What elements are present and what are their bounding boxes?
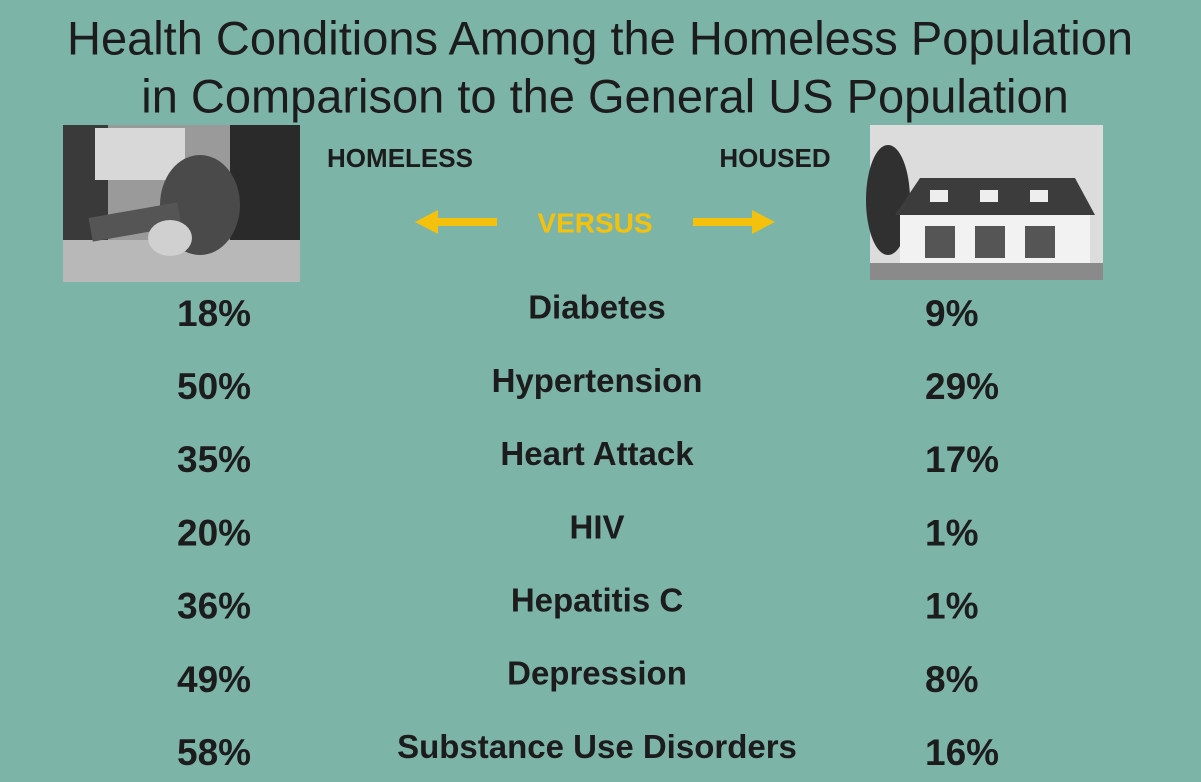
condition: HIV bbox=[569, 508, 624, 545]
title-line: Health Conditions Among the Homeless Pop… bbox=[67, 11, 1133, 64]
title-line: in Comparison to the General US Populati… bbox=[141, 69, 1068, 122]
photo-shape bbox=[870, 263, 1103, 280]
condition: Depression bbox=[507, 655, 687, 692]
right-arrow bbox=[693, 210, 775, 234]
photo-shape bbox=[866, 145, 910, 255]
photo-shape bbox=[1030, 190, 1048, 202]
housed-value: 17% bbox=[925, 439, 999, 480]
condition: Heart Attack bbox=[500, 435, 694, 472]
housed-label: HOUSED bbox=[719, 143, 830, 173]
homeless-value: 18% bbox=[177, 293, 251, 334]
photo-shape bbox=[930, 190, 948, 202]
left-arrow bbox=[415, 210, 497, 234]
photo-shape bbox=[1025, 226, 1055, 258]
photo-shape bbox=[975, 226, 1005, 258]
photo-shape bbox=[148, 220, 192, 256]
homeless-value: 50% bbox=[177, 366, 251, 407]
homeless-label: HOMELESS bbox=[327, 143, 473, 173]
condition: Hepatitis C bbox=[511, 582, 683, 619]
photo-shape bbox=[980, 190, 998, 202]
housed-value: 16% bbox=[925, 732, 999, 773]
condition: Hypertension bbox=[492, 362, 703, 399]
homeless-value: 58% bbox=[177, 732, 251, 773]
photo-shape bbox=[88, 202, 182, 242]
homeless-value: 36% bbox=[177, 586, 251, 627]
photo-shape bbox=[925, 226, 955, 258]
house-photo bbox=[866, 125, 1103, 280]
housed-value: 1% bbox=[925, 586, 978, 627]
housed-value: 29% bbox=[925, 366, 999, 407]
condition: Substance Use Disorders bbox=[397, 728, 797, 765]
housed-value: 8% bbox=[925, 659, 978, 700]
photo-shape bbox=[95, 128, 185, 180]
homeless-value: 49% bbox=[177, 659, 251, 700]
housed-value: 1% bbox=[925, 512, 978, 553]
versus-label: VERSUS bbox=[537, 207, 652, 238]
homeless-value: 35% bbox=[177, 439, 251, 480]
housed-value: 9% bbox=[925, 293, 978, 334]
homeless-value: 20% bbox=[177, 512, 251, 553]
condition: Diabetes bbox=[528, 289, 666, 326]
homeless-photo bbox=[63, 125, 300, 282]
